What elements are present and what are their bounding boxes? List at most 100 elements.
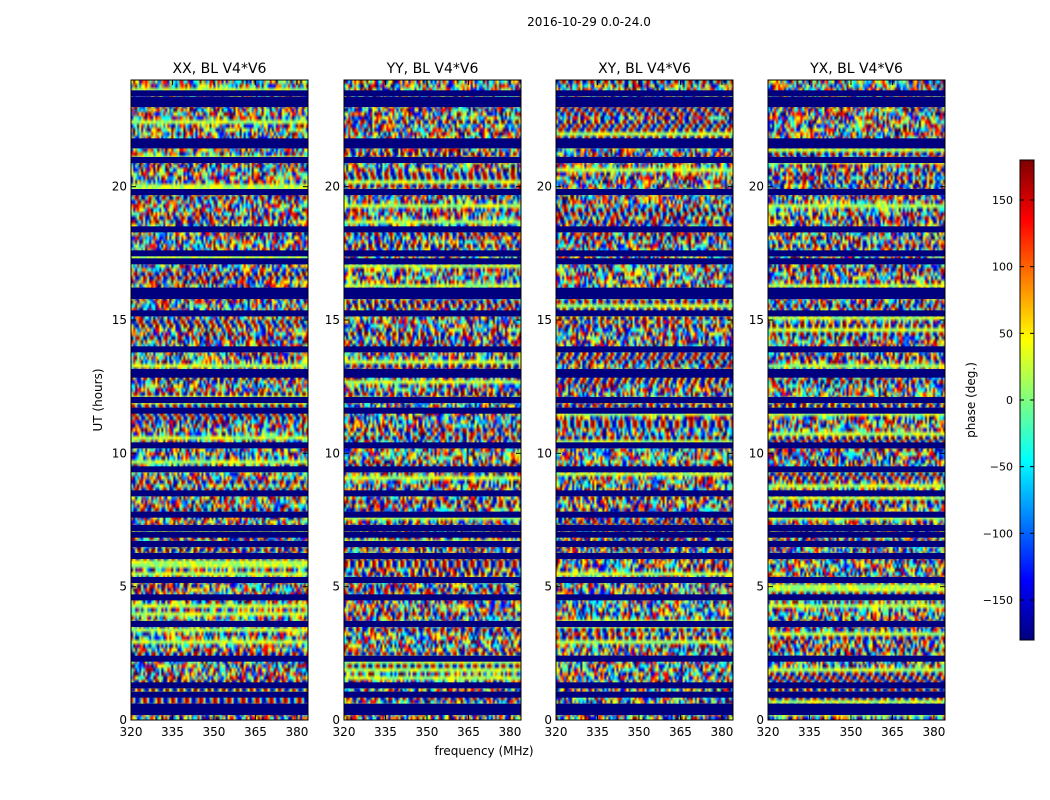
flagged-row: [768, 442, 945, 449]
flagged-row: [768, 397, 945, 403]
panel-title: XX, BL V4*V6: [173, 61, 267, 77]
x-tick-label: 335: [586, 725, 609, 739]
flagged-row: [768, 511, 945, 518]
flagged-row: [768, 346, 945, 353]
flagged-row: [344, 709, 521, 715]
panel-frame: [343, 79, 522, 721]
panel-frame: [555, 79, 734, 721]
flagged-row: [768, 553, 945, 559]
y-tick-label: 20: [325, 180, 340, 194]
x-tick-label: 320: [545, 725, 568, 739]
flagged-row: [344, 397, 521, 403]
x-tick-label: 350: [840, 725, 863, 739]
flagged-row: [344, 525, 521, 531]
flagged-row: [768, 157, 945, 163]
flagged-row: [556, 90, 733, 97]
panel-4: YX, BL V4*V6 320 335 350 365 380 0 5 10 15 20: [749, 61, 946, 739]
flagged-row: [556, 691, 733, 698]
flagged-row: [344, 655, 521, 662]
flagged-row: [556, 407, 733, 414]
flagged-row: [131, 101, 308, 107]
flagged-row: [131, 709, 308, 715]
x-tick-label: 335: [374, 725, 397, 739]
flagged-row: [768, 287, 945, 294]
y-tick-label: 10: [325, 446, 340, 460]
flagged-row: [344, 258, 521, 265]
flagged-row: [556, 525, 733, 531]
flagged-row: [768, 682, 945, 689]
flagged-row: [768, 577, 945, 583]
panel-frame: [130, 79, 309, 721]
flagged-row: [556, 709, 733, 715]
flagged-row: [768, 594, 945, 601]
x-tick-label: 365: [244, 725, 267, 739]
flagged-row: [131, 138, 308, 145]
panel-frame: [767, 79, 946, 721]
flagged-row: [768, 90, 945, 97]
flagged-row: [344, 511, 521, 518]
flagged-row: [131, 541, 308, 547]
panel-title: XY, BL V4*V6: [598, 61, 691, 77]
x-tick-label: 380: [285, 725, 308, 739]
flagged-row: [768, 250, 945, 257]
flagged-row: [131, 531, 308, 538]
x-tick-label: 365: [457, 725, 480, 739]
colorbar: −150 −100 −50 0 50 100 150 phase (deg.): [964, 159, 1035, 641]
flagged-row: [344, 189, 521, 195]
flagged-row: [556, 97, 733, 103]
x-tick-label: 350: [416, 725, 439, 739]
flagged-row: [131, 703, 308, 710]
flagged-row: [768, 703, 945, 710]
flagged-row: [344, 691, 521, 698]
flagged-row: [556, 310, 733, 317]
flagged-row: [556, 189, 733, 195]
flagged-row: [344, 90, 521, 97]
flagged-row: [556, 442, 733, 449]
flagged-row: [131, 90, 308, 97]
flagged-row: [556, 621, 733, 627]
y-tick-label: 5: [544, 580, 552, 594]
y-tick-label: 0: [756, 713, 764, 727]
flagged-row: [344, 531, 521, 538]
flagged-row: [556, 655, 733, 662]
flagged-row: [344, 142, 521, 149]
flagged-row: [768, 709, 945, 715]
x-tick-label: 320: [757, 725, 780, 739]
flagged-row: [556, 157, 733, 163]
y-tick-label: 15: [537, 313, 552, 327]
flagged-row: [344, 250, 521, 257]
colorbar-tick-label: −50: [990, 461, 1013, 474]
flagged-row: [131, 594, 308, 601]
colorbar-tick-label: −150: [983, 594, 1013, 607]
flagged-row: [556, 287, 733, 294]
flagged-row: [344, 101, 521, 107]
flagged-row: [768, 541, 945, 547]
flagged-row: [556, 577, 733, 583]
y-tick-label: 20: [749, 180, 764, 194]
y-tick-label: 0: [119, 713, 127, 727]
y-tick-label: 20: [112, 180, 127, 194]
flagged-row: [131, 490, 308, 497]
y-tick-label: 0: [544, 713, 552, 727]
panel-1: XX, BL V4*V6 320 335 350 365 380 0 5 10 15 20: [112, 61, 309, 739]
flagged-row: [344, 346, 521, 353]
flagged-row: [556, 226, 733, 233]
colorbar-tick-label: 50: [999, 327, 1013, 340]
colorbar-tick-label: −100: [983, 527, 1013, 540]
flagged-row: [768, 293, 945, 299]
flagged-row: [768, 310, 945, 317]
y-tick-label: 20: [537, 180, 552, 194]
flagged-row: [556, 466, 733, 473]
y-tick-label: 15: [325, 313, 340, 327]
flagged-row: [768, 407, 945, 414]
flagged-row: [131, 407, 308, 414]
flagged-row: [768, 189, 945, 195]
flagged-row: [556, 541, 733, 547]
x-tick-label: 320: [333, 725, 356, 739]
flagged-row: [344, 577, 521, 583]
x-tick-label: 350: [628, 725, 651, 739]
flagged-row: [556, 553, 733, 559]
flagged-row: [131, 258, 308, 265]
